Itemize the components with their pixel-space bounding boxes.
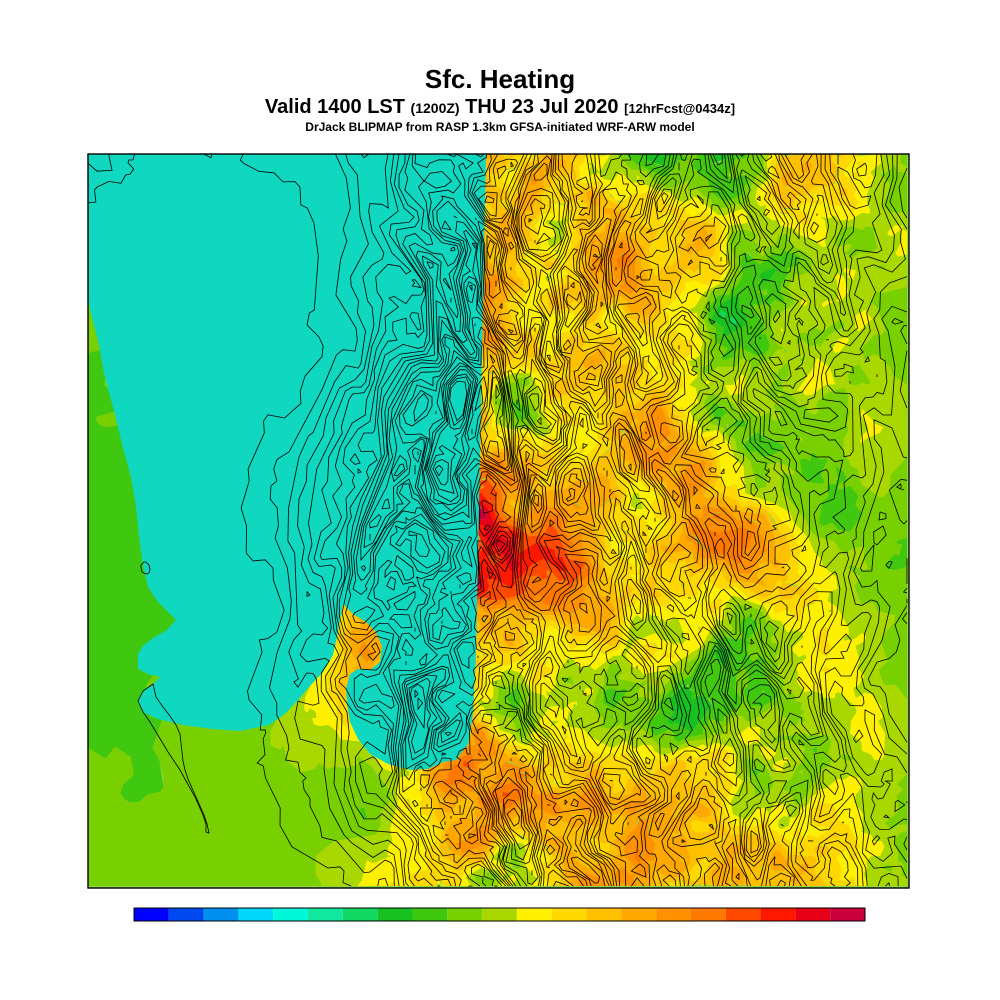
svg-text:Sfc. Heating: Sfc. Heating [425,64,575,94]
svg-text:DrJack BLIPMAP from RASP 1.3km: DrJack BLIPMAP from RASP 1.3km GFSA-init… [305,120,694,134]
